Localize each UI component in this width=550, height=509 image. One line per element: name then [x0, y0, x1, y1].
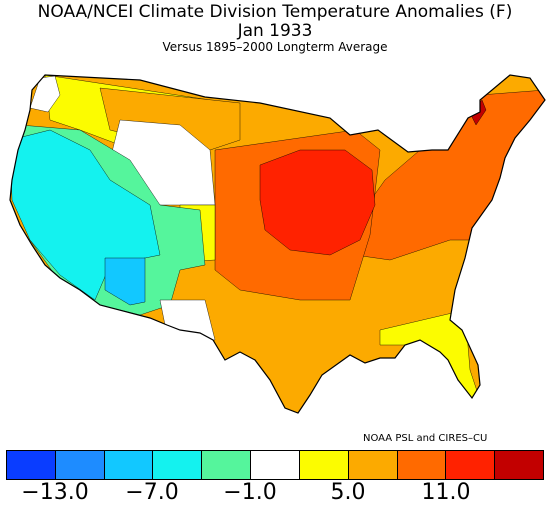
- map-period: Jan 1933: [237, 21, 313, 41]
- region-midwest-red: [259, 149, 376, 256]
- legend-swatch: [348, 451, 398, 479]
- legend-tick: 11.0: [421, 480, 471, 505]
- legend-swatch: [7, 451, 56, 479]
- legend-tick: 5.0: [330, 480, 366, 505]
- region-arizona-light-blue: [104, 257, 146, 306]
- legend-swatch: [495, 451, 543, 479]
- map-title: NOAA/NCEI Climate Division Temperature A…: [37, 2, 513, 22]
- legend-swatch: [202, 451, 252, 479]
- legend-swatch: [104, 451, 154, 479]
- map-baseline: Versus 1895–2000 Longterm Average: [162, 40, 388, 54]
- credit-label: NOAA PSL and CIRES–CU: [363, 433, 488, 444]
- legend-swatch: [446, 451, 496, 479]
- legend-swatch: [153, 451, 203, 479]
- color-legend: [6, 450, 544, 480]
- legend-swatch: [299, 451, 349, 479]
- us-anomaly-map: [9, 74, 546, 414]
- legend-tick: −7.0: [125, 480, 179, 505]
- legend-tick: −13.0: [21, 480, 89, 505]
- legend-swatch: [397, 451, 447, 479]
- legend-tick: −1.0: [223, 480, 277, 505]
- legend-swatch: [251, 451, 300, 479]
- region-wa-white: [29, 75, 61, 113]
- legend-swatch: [55, 451, 105, 479]
